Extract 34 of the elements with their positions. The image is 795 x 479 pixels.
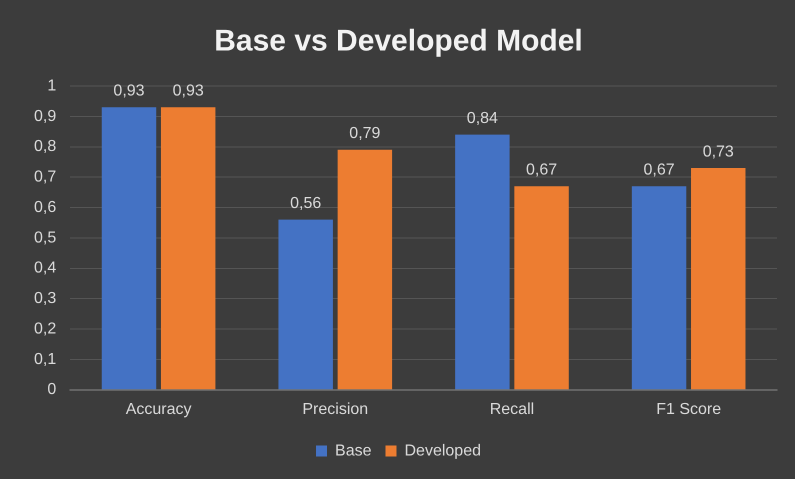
y-tick-label: 0,3 — [34, 290, 56, 308]
bar — [102, 107, 156, 390]
bar — [338, 150, 392, 390]
x-tick-label: Precision — [302, 400, 368, 418]
x-tick-label: Recall — [490, 400, 534, 418]
bar — [691, 168, 746, 390]
data-label: 0,67 — [643, 162, 675, 179]
x-tick-label: F1 Score — [656, 400, 722, 418]
y-tick-label: 0,6 — [34, 198, 56, 216]
bar — [278, 220, 333, 390]
bar — [455, 134, 510, 390]
legend-label: Base — [335, 442, 372, 460]
data-label: 0,67 — [526, 162, 558, 179]
y-tick-label: 0,4 — [34, 260, 56, 277]
data-label: 0,93 — [172, 82, 204, 100]
y-tick-label: 0 — [47, 381, 56, 398]
chart-title: Base vs Developed Model — [214, 24, 583, 58]
data-label: 0,93 — [113, 82, 145, 100]
y-tick-label: 0,5 — [34, 229, 56, 246]
y-tick-label: 0,9 — [34, 108, 56, 125]
y-tick-label: 0,8 — [34, 138, 56, 156]
y-tick-label: 1 — [47, 77, 56, 94]
y-tick-label: 0,7 — [34, 168, 56, 186]
y-tick-label: 0,1 — [34, 350, 56, 368]
legend-label: Developed — [404, 442, 481, 460]
data-label: 0,73 — [702, 143, 734, 160]
bar — [514, 186, 569, 390]
data-label: 0,56 — [290, 195, 322, 212]
data-label: 0,79 — [349, 125, 381, 142]
x-tick-label: Accuracy — [126, 400, 192, 418]
y-tick-label: 0,2 — [34, 320, 56, 338]
bar — [160, 107, 216, 390]
data-label: 0,84 — [466, 110, 498, 128]
bar — [632, 186, 686, 390]
